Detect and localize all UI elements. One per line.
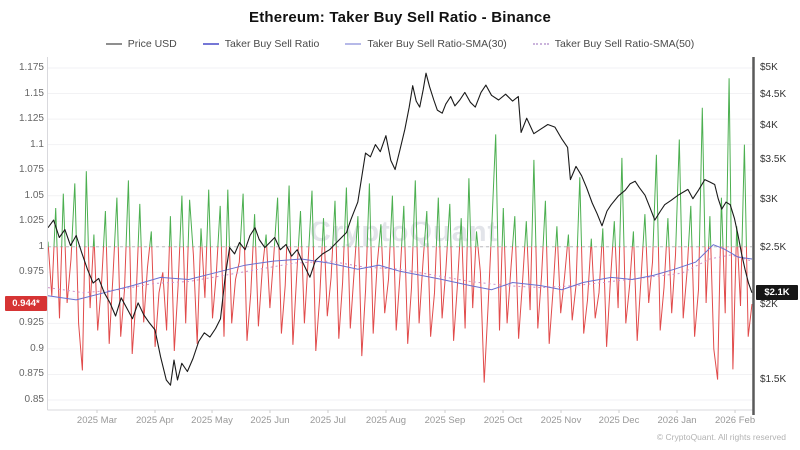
x-axis-tick: 2025 Apr — [135, 415, 175, 426]
legend-item-taker-ratio[interactable]: Taker Buy Sell Ratio — [202, 38, 320, 50]
x-axis-tick: 2025 Jun — [250, 415, 290, 426]
left-axis-tick: 0.9 — [30, 342, 44, 354]
left-axis-tick: 1.05 — [24, 189, 44, 201]
x-axis-tick: 2026 Feb — [714, 415, 756, 426]
legend-item-price-usd[interactable]: Price USD — [105, 38, 177, 50]
left-axis-tick: 1.15 — [24, 87, 44, 99]
legend: Price USD Taker Buy Sell Ratio Taker Buy… — [0, 38, 800, 50]
left-axis-tick: 0.925 — [18, 317, 44, 329]
x-axis-tick: 2026 Jan — [657, 415, 697, 426]
sma50-line-swatch-icon — [532, 43, 549, 45]
current-ratio-badge: 0.944* — [5, 296, 47, 312]
chart-title: Ethereum: Taker Buy Sell Ratio - Binance — [249, 9, 551, 26]
right-axis-tick: $4K — [760, 119, 778, 131]
ratio-line-swatch-icon — [202, 43, 219, 45]
x-axis-tick: 2025 Dec — [598, 415, 640, 426]
legend-label: Taker Buy Sell Ratio — [224, 38, 320, 50]
copyright-note: © CryptoQuant. All rights reserved — [656, 432, 786, 442]
x-axis-tick: 2025 Nov — [540, 415, 582, 426]
current-price-badge: $2.1K — [756, 285, 798, 301]
legend-label: Taker Buy Sell Ratio-SMA(30) — [367, 38, 507, 50]
legend-item-sma30[interactable]: Taker Buy Sell Ratio-SMA(30) — [345, 38, 507, 50]
left-axis-tick: 1.025 — [18, 215, 44, 227]
right-axis-tick: $2K — [760, 299, 778, 311]
x-axis-tick: 2025 May — [191, 415, 233, 426]
sma30-line-swatch-icon — [345, 43, 362, 45]
x-axis-tick: 2025 Oct — [483, 415, 523, 426]
legend-label: Price USD — [127, 38, 177, 50]
left-axis-tick: 1.1 — [30, 138, 44, 150]
left-axis-tick: 1.075 — [18, 164, 44, 176]
right-axis-tick: $3K — [760, 194, 778, 206]
right-axis-tick: $2.5K — [760, 241, 787, 253]
left-axis-tick: 1.175 — [18, 62, 44, 73]
right-axis-tick: $5K — [760, 62, 778, 73]
right-axis-tick: $4.5K — [760, 89, 787, 101]
right-axis-tick: $3.5K — [760, 154, 787, 166]
x-axis-tick: 2025 Mar — [76, 415, 118, 426]
x-axis-tick: 2025 Sep — [424, 415, 466, 426]
x-axis-tick: 2025 Jul — [310, 415, 346, 426]
left-axis-tick: 0.85 — [24, 394, 44, 405]
price-line-swatch-icon — [105, 43, 122, 45]
left-axis-tick: 0.975 — [18, 266, 44, 278]
right-axis-tick: $1.5K — [760, 374, 787, 385]
legend-label: Taker Buy Sell Ratio-SMA(50) — [554, 38, 695, 50]
left-axis-tick: 0.875 — [18, 368, 44, 380]
left-axis-tick: 1.125 — [18, 113, 44, 125]
legend-item-sma50[interactable]: Taker Buy Sell Ratio-SMA(50) — [532, 38, 695, 50]
left-axis-tick: 1 — [38, 240, 44, 252]
x-axis-tick: 2025 Aug — [365, 415, 407, 426]
